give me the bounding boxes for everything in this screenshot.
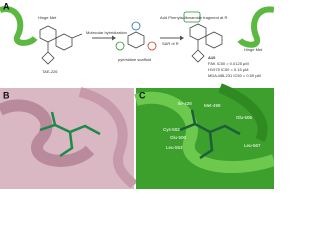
panel-label: A bbox=[3, 1, 10, 11]
ligand bbox=[39, 111, 101, 158]
compound-name: A10 bbox=[208, 55, 216, 60]
residue-label: Glu-506 bbox=[236, 115, 253, 120]
panel-label: C bbox=[139, 90, 146, 100]
ligand bbox=[179, 109, 241, 160]
figure: A Hinge Met TAE-226 Molecular hybridizat… bbox=[0, 0, 274, 189]
ribbon bbox=[218, 83, 268, 143]
arrow-label: Molecular hybridization bbox=[86, 30, 127, 35]
residue-label: Leu-567 bbox=[244, 143, 261, 148]
step-label: SAR of R bbox=[162, 41, 179, 46]
ribbon bbox=[237, 6, 274, 48]
arrow-head bbox=[112, 35, 116, 41]
activity: FAK IC50 = 0.0125 μM bbox=[208, 61, 249, 66]
activity: H1975 IC50 = 0.15 μM bbox=[208, 67, 248, 72]
ribbon bbox=[0, 6, 38, 46]
hinge-label: Hinge Met bbox=[244, 47, 263, 52]
residue-label: Glu-500 bbox=[170, 135, 187, 140]
activity: MDA-MB-231 IC50 = 0.59 μM bbox=[208, 73, 261, 78]
residue-label: Met-499 bbox=[204, 103, 221, 108]
panel-a-bg bbox=[0, 0, 274, 86]
residue-label: Cys-502 bbox=[163, 127, 180, 132]
hinge-label: Hinge Met bbox=[38, 15, 57, 20]
residue-label: Ile-428 bbox=[178, 101, 192, 106]
molecule-lead bbox=[39, 25, 83, 65]
compound-name: TAE-226 bbox=[42, 69, 58, 74]
molecule-a10 bbox=[183, 11, 223, 63]
ribbon bbox=[78, 87, 138, 189]
scaffold-name: pyrimidine scaffold bbox=[118, 57, 151, 62]
step-label: Add Phenylsulfonamide fragment at R bbox=[160, 15, 227, 20]
molecule-scaffold bbox=[115, 21, 157, 51]
arrow-head bbox=[180, 35, 184, 41]
ribbon bbox=[0, 99, 95, 167]
residue-label: Leu-553 bbox=[166, 145, 183, 150]
panel-label: B bbox=[3, 90, 10, 100]
ribbon bbox=[134, 91, 274, 174]
